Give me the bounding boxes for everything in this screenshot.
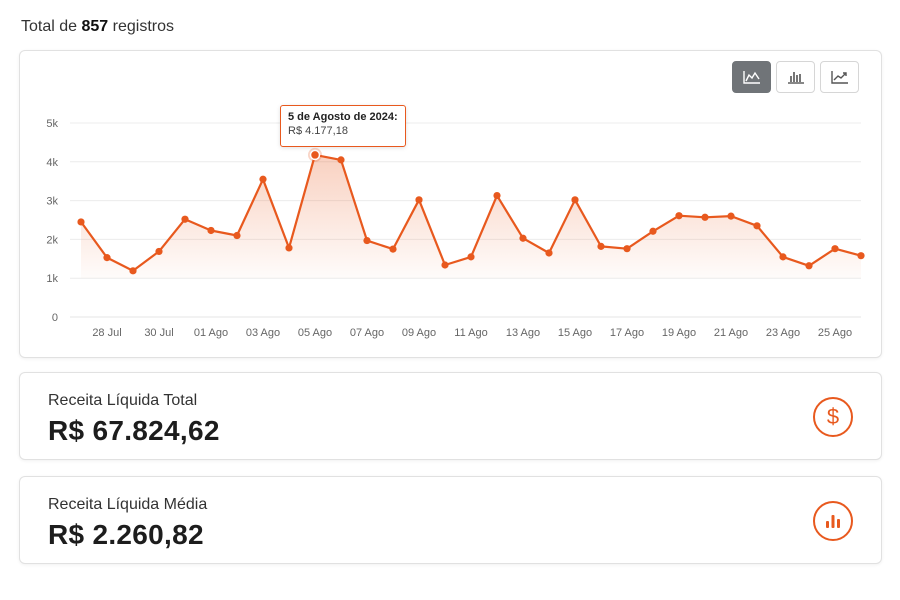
dollar-icon: $	[813, 397, 853, 437]
data-point[interactable]	[519, 234, 527, 242]
chart-card: 0 1k 2k 3k 4k 5k 28 Jul 30 Jul 01 Ago 03 Ago 05 A…	[19, 50, 882, 358]
highlighted-point[interactable]	[309, 149, 321, 161]
total-revenue-value: R$ 67.824,62	[48, 415, 220, 446]
y-tick-label: 1k	[46, 273, 58, 285]
line-chart-button[interactable]	[820, 61, 859, 93]
total-revenue-card: Receita Líquida Total R$ 67.824,62 $	[19, 372, 882, 460]
data-point[interactable]	[857, 252, 865, 260]
average-revenue-label: Receita Líquida Média	[48, 496, 208, 513]
data-point[interactable]	[597, 242, 605, 250]
data-point[interactable]	[493, 191, 501, 200]
data-point[interactable]	[623, 245, 631, 253]
data-point[interactable]	[649, 227, 657, 235]
bar-chart-button[interactable]	[776, 61, 815, 93]
data-point[interactable]	[571, 196, 579, 204]
total-count: 857	[81, 18, 109, 35]
x-tick-label: 25 Ago	[818, 327, 852, 339]
chart-type-toggle	[732, 61, 859, 93]
revenue-chart: 0 1k 2k 3k 4k 5k 28 Jul 30 Jul 01 Ago 03 Ago 05 A…	[46, 118, 865, 339]
data-point[interactable]	[207, 226, 215, 235]
data-point[interactable]	[467, 253, 475, 261]
y-tick-label: 3k	[46, 196, 58, 208]
x-tick-label: 09 Ago	[402, 327, 436, 339]
total-prefix: Total de	[21, 18, 78, 35]
x-tick-label: 28 Jul	[92, 327, 121, 339]
y-tick-label: 2k	[46, 234, 58, 246]
x-tick-label: 07 Ago	[350, 327, 384, 339]
x-tick-label: 01 Ago	[194, 327, 228, 339]
data-point[interactable]	[389, 245, 397, 253]
x-tick-label: 11 Ago	[454, 327, 487, 339]
y-tick-label: 0	[52, 312, 58, 324]
series-area	[81, 154, 861, 279]
area-chart-icon	[742, 71, 760, 84]
data-point[interactable]	[337, 156, 345, 164]
data-point[interactable]	[103, 254, 111, 262]
data-point[interactable]	[441, 261, 449, 269]
data-point[interactable]	[779, 253, 787, 261]
x-tick-label: 13 Ago	[506, 327, 540, 339]
total-revenue-label: Receita Líquida Total	[48, 392, 198, 409]
total-records: Total de 857 registros	[21, 18, 174, 36]
data-point[interactable]	[805, 262, 813, 270]
x-tick-label: 15 Ago	[558, 327, 592, 339]
data-point[interactable]	[831, 245, 839, 253]
data-point[interactable]	[259, 175, 267, 183]
x-tick-label: 21 Ago	[714, 327, 748, 339]
data-point[interactable]	[701, 213, 709, 221]
x-tick-label: 17 Ago	[610, 327, 644, 339]
tooltip-value: R$ 4.177,18	[288, 125, 348, 137]
data-point[interactable]	[285, 244, 293, 252]
area-chart-button[interactable]	[732, 61, 771, 93]
y-tick-label: 5k	[46, 118, 58, 130]
data-point[interactable]	[363, 236, 371, 245]
x-tick-label: 03 Ago	[246, 327, 280, 339]
data-point[interactable]	[181, 215, 189, 223]
average-revenue-card: Receita Líquida Média R$ 2.260,82	[19, 476, 882, 564]
total-suffix: registros	[112, 18, 175, 35]
data-point[interactable]	[415, 196, 423, 204]
y-tick-label: 4k	[46, 157, 58, 169]
chart-tooltip: 5 de Agosto de 2024: R$ 4.177,18	[280, 105, 406, 147]
data-point[interactable]	[77, 218, 85, 226]
x-tick-label: 19 Ago	[662, 327, 696, 339]
data-point[interactable]	[727, 212, 735, 220]
data-point[interactable]	[233, 231, 241, 240]
data-point[interactable]	[155, 247, 163, 256]
line-chart-icon	[830, 71, 848, 84]
data-point[interactable]	[129, 267, 137, 275]
average-revenue-value: R$ 2.260,82	[48, 519, 204, 550]
x-tick-label: 30 Jul	[144, 327, 173, 339]
data-point[interactable]	[753, 222, 761, 230]
tooltip-title: 5 de Agosto de 2024:	[288, 111, 398, 123]
data-point[interactable]	[675, 212, 683, 220]
bar-chart-icon	[787, 72, 804, 84]
bar-chart-icon	[813, 501, 853, 541]
data-point[interactable]	[545, 249, 553, 257]
x-tick-label: 05 Ago	[298, 327, 332, 339]
x-tick-label: 23 Ago	[766, 327, 800, 339]
